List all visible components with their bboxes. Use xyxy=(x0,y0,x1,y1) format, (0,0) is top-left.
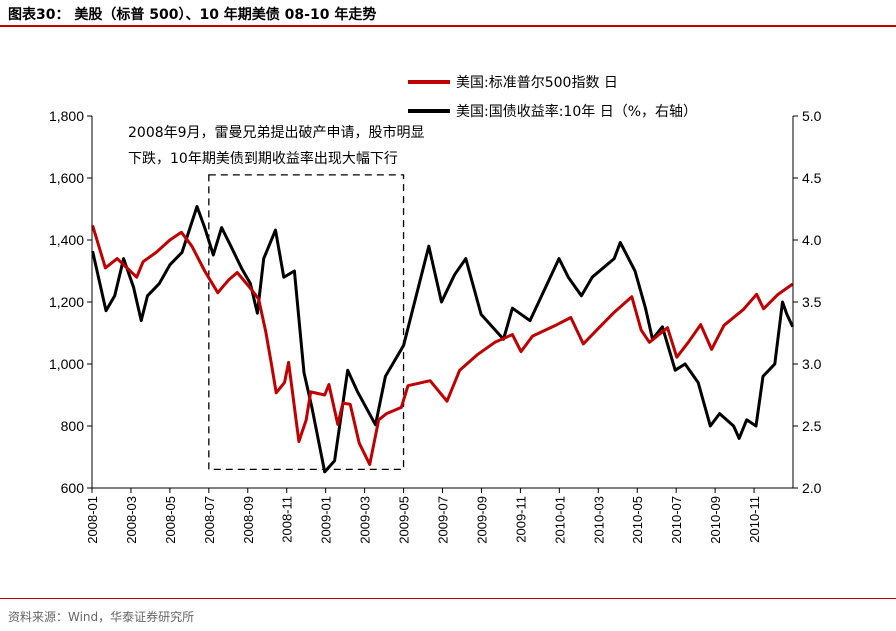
x-tick-label: 2010-01 xyxy=(552,496,567,544)
series-sp500-line xyxy=(91,224,794,466)
x-tick-label: 2010-07 xyxy=(669,496,684,544)
source-note: 资料来源：Wind，华泰证券研究所 xyxy=(8,610,195,624)
y-right-tick-label: 3.0 xyxy=(802,356,822,372)
y-left-tick-label: 1,600 xyxy=(49,170,84,186)
footer-rule xyxy=(0,598,896,599)
x-tick-label: 2010-03 xyxy=(591,496,606,544)
legend-sp500-label: 美国:标准普尔500指数 日 xyxy=(456,75,618,91)
annotation-line-1: 2008年9月，雷曼兄弟提出破产申请，股市明显 xyxy=(128,124,425,141)
y-right-tick-label: 2.5 xyxy=(802,418,822,434)
x-tick-label: 2008-05 xyxy=(163,496,178,544)
y-right-tick-label: 5.0 xyxy=(802,108,822,124)
x-tick-label: 2008-03 xyxy=(124,496,139,544)
y-left-tick-label: 1,400 xyxy=(49,232,84,248)
y-right-tick-label: 4.0 xyxy=(802,232,822,248)
x-tick-label: 2010-09 xyxy=(708,496,723,544)
y-left-tick-label: 600 xyxy=(61,480,85,496)
x-tick-label: 2010-11 xyxy=(747,496,762,543)
x-tick-label: 2008-01 xyxy=(85,496,100,544)
annotation: 2008年9月，雷曼兄弟提出破产申请，股市明显 下跌，10年期美债到期收益率出现… xyxy=(128,124,425,167)
annotation-box xyxy=(208,174,405,471)
y-right-tick-label: 3.5 xyxy=(802,294,822,310)
x-tick-label: 2009-09 xyxy=(474,496,489,544)
x-tick-label: 2009-03 xyxy=(358,496,373,544)
x-tick-label: 2009-05 xyxy=(397,496,412,544)
y-right-tick-label: 4.5 xyxy=(802,170,822,186)
y-left-tick-label: 1,000 xyxy=(49,356,84,372)
legend-treasury-label: 美国:国债收益率:10年 日（%，右轴） xyxy=(456,103,697,120)
x-tick-label: 2009-11 xyxy=(513,496,528,543)
x-tick-label: 2008-11 xyxy=(280,496,295,543)
x-tick-label: 2008-07 xyxy=(202,496,217,544)
x-tick-label: 2009-01 xyxy=(319,496,334,544)
series-treasury-line xyxy=(91,205,795,474)
chart-title: 图表30： 美股（标普 500）、10 年期美债 08-10 年走势 xyxy=(8,7,377,23)
header-rule xyxy=(0,25,896,27)
legend: 美国:标准普尔500指数 日 美国:国债收益率:10年 日（%，右轴） xyxy=(408,75,697,120)
x-tick-label: 2008-09 xyxy=(241,496,256,544)
y-left-tick-label: 800 xyxy=(61,418,85,434)
y-left-tick-label: 1,200 xyxy=(49,294,84,310)
x-tick-label: 2010-05 xyxy=(630,496,645,544)
y-right-tick-label: 2.0 xyxy=(802,480,822,496)
x-tick-label: 2009-07 xyxy=(436,496,451,544)
annotation-line-2: 下跌，10年期美债到期收益率出现大幅下行 xyxy=(128,150,398,167)
y-left-tick-label: 1,800 xyxy=(49,108,84,124)
